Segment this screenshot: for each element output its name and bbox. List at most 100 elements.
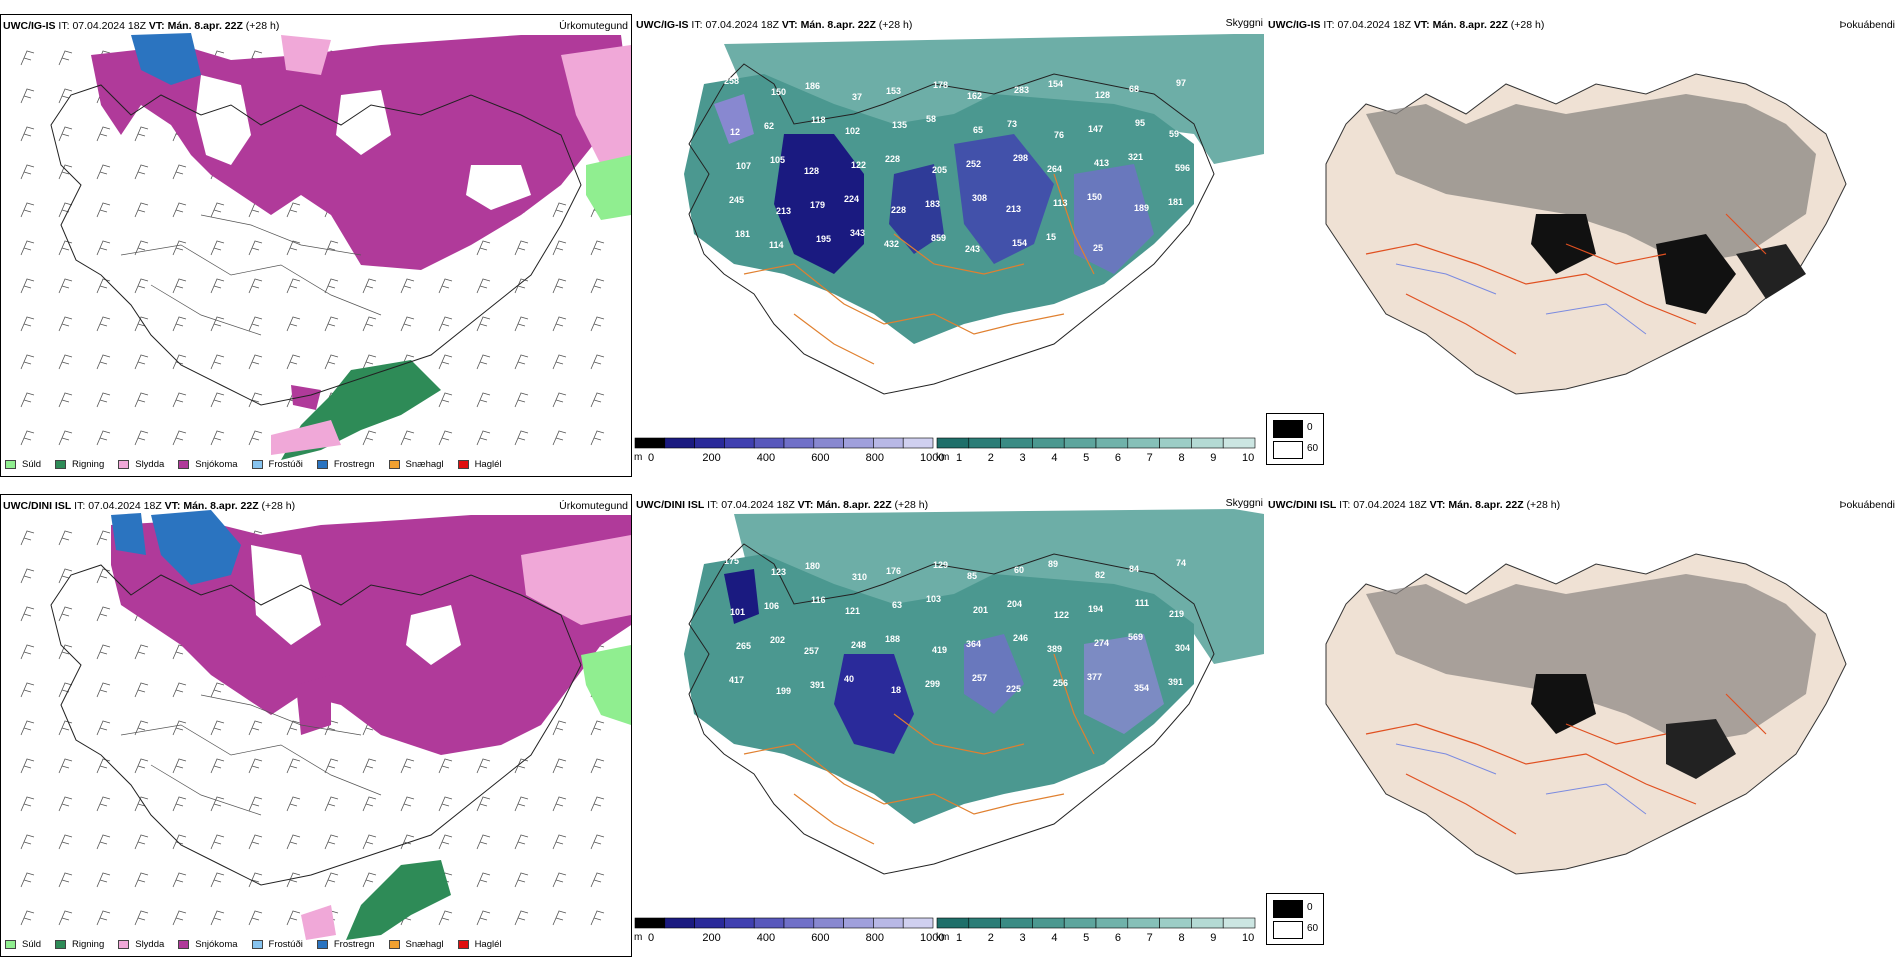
wind-barb: [590, 758, 605, 774]
cloud-base-label: 183: [925, 199, 940, 209]
wind-barb: [552, 354, 567, 370]
cloud-base-label: 248: [851, 640, 866, 650]
wind-barb: [96, 758, 111, 774]
wind-barb: [590, 278, 605, 294]
precip-legend-label: Súld: [22, 459, 42, 470]
it-label: IT:: [707, 499, 719, 511]
precip-legend-item: Snæhagl: [388, 939, 444, 950]
lead-time: (+28 h): [878, 19, 913, 31]
precip-legend-swatch: [55, 940, 67, 949]
precip-legend-label: Frostregn: [333, 939, 375, 950]
wind-barb: [134, 720, 149, 736]
it-value: 07.04.2024 18Z: [1353, 499, 1427, 511]
precip-legend-label: Súld: [22, 939, 42, 950]
fog-legend-swatch-0: [1273, 420, 1303, 438]
wind-barb: [20, 430, 35, 446]
wind-barb: [438, 796, 453, 812]
wind-barb: [20, 50, 35, 66]
cloud-base-label: 298: [1013, 153, 1028, 163]
wind-barb: [286, 796, 301, 812]
vt-label: VT:: [797, 499, 814, 511]
precip-legend-item: Haglél: [457, 939, 502, 950]
cloud-base-label: 58: [926, 114, 936, 124]
wind-barb: [20, 758, 35, 774]
cloud-base-label: 181: [1168, 197, 1183, 207]
wind-barb: [514, 796, 529, 812]
precip-legend-item: Snjókoma: [178, 459, 238, 470]
cloud-base-label: 154: [1012, 238, 1027, 248]
wind-barb: [248, 834, 263, 850]
colorbar-swatch: [634, 437, 666, 449]
fog-legend: 0 60: [1266, 413, 1324, 465]
cloud-base-label: 413: [1094, 158, 1109, 168]
fog-legend-swatch-1: [1273, 921, 1303, 939]
vt-label: VT:: [148, 20, 165, 32]
wind-barb: [248, 354, 263, 370]
colorbar-tick: 7: [1146, 932, 1153, 944]
colorbar-tick: 2: [987, 452, 994, 464]
cloud-base-label: 354: [1134, 683, 1149, 693]
panel-title: Úrkomutegund: [559, 500, 628, 512]
wind-barb: [476, 392, 491, 408]
cloud-base-label: 63: [892, 600, 902, 610]
panel-header: UWC/DINI ISL IT: 07.04.2024 18Z VT: Mán.…: [3, 500, 295, 512]
wind-barb: [438, 758, 453, 774]
cloud-base-label: 89: [1048, 559, 1058, 569]
wind-barb: [590, 240, 605, 256]
panel-header: UWC/DINI ISL IT: 07.04.2024 18Z VT: Mán.…: [636, 499, 928, 511]
colorbar-swatch: [1191, 437, 1224, 449]
colorbar-swatch: [664, 437, 695, 449]
wind-barb: [286, 834, 301, 850]
wind-barb: [20, 606, 35, 622]
lead-time: (+28 h): [261, 500, 296, 512]
it-value: 07.04.2024 18Z: [1337, 19, 1411, 31]
wind-barb: [58, 88, 73, 104]
wind-barb: [96, 202, 111, 218]
wind-barb: [134, 910, 149, 926]
wind-barb: [172, 240, 187, 256]
colorbar-swatch: [873, 437, 904, 449]
precip-legend-label: Snjókoma: [195, 939, 238, 950]
precip-legend-label: Frostúði: [268, 939, 303, 950]
wind-barb: [438, 354, 453, 370]
wind-barb: [552, 758, 567, 774]
wind-barb: [248, 392, 263, 408]
cloud-base-label: 162: [967, 91, 982, 101]
wind-barb: [134, 872, 149, 888]
colorbar-tick: 1000: [920, 932, 945, 944]
cloud-base-label: 257: [972, 673, 987, 683]
wind-barb: [20, 392, 35, 408]
fog-legend-value-0: 0: [1307, 902, 1313, 913]
wind-barb: [96, 164, 111, 180]
wind-barb: [362, 430, 377, 446]
wind-barb: [590, 872, 605, 888]
model-name: UWC/DINI ISL: [1268, 499, 1337, 511]
cloud-base-label: 180: [805, 561, 820, 571]
wind-barb: [210, 910, 225, 926]
wind-barb: [210, 278, 225, 294]
wind-barb: [20, 202, 35, 218]
it-label: IT:: [1339, 499, 1351, 511]
precip-legend-item: Rigning: [55, 939, 104, 950]
precip-legend-label: Frostúði: [268, 459, 303, 470]
cloud-base-label: 154: [1048, 79, 1063, 89]
precip-legend-swatch: [118, 460, 130, 469]
wind-barb: [58, 392, 73, 408]
colorbar-swatch: [1159, 437, 1192, 449]
cloud-base-label: 195: [816, 234, 831, 244]
wind-barb: [362, 796, 377, 812]
wind-barb: [20, 278, 35, 294]
precip-legend: Súld Rigning Slydda Snjókoma Frostúði Frostre…: [5, 939, 516, 950]
wind-barb: [20, 910, 35, 926]
wind-barb: [134, 392, 149, 408]
wind-barb: [58, 720, 73, 736]
wind-barb: [134, 758, 149, 774]
fog-legend-swatch-1: [1273, 441, 1303, 459]
wind-barb: [552, 796, 567, 812]
colorbar-swatch: [1063, 917, 1097, 929]
cloud-base-label: 84: [1129, 564, 1139, 574]
cloud-base-label: 432: [884, 239, 899, 249]
precip-legend-item: Snæhagl: [388, 459, 444, 470]
colorbar-tick: 200: [702, 932, 721, 944]
wind-barb: [552, 872, 567, 888]
